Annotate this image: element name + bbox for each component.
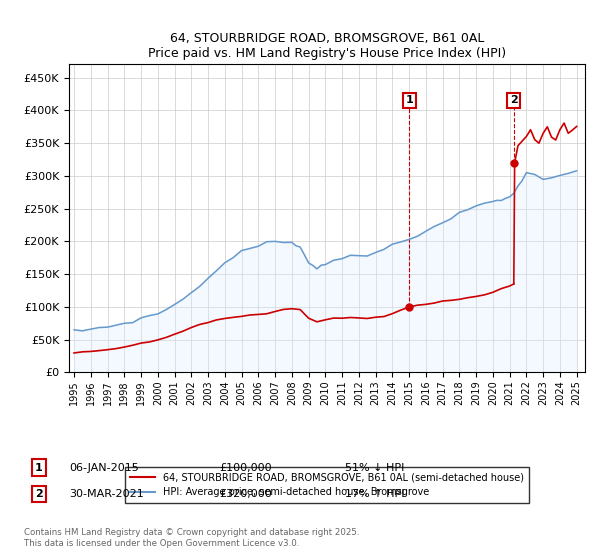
Text: 1: 1 [35,463,43,473]
Text: 17% ↑ HPI: 17% ↑ HPI [345,489,404,499]
Legend: 64, STOURBRIDGE ROAD, BROMSGROVE, B61 0AL (semi-detached house), HPI: Average pr: 64, STOURBRIDGE ROAD, BROMSGROVE, B61 0A… [125,466,529,503]
Text: 2: 2 [35,489,43,499]
Text: £320,000: £320,000 [219,489,272,499]
Text: 51% ↓ HPI: 51% ↓ HPI [345,463,404,473]
Text: Contains HM Land Registry data © Crown copyright and database right 2025.
This d: Contains HM Land Registry data © Crown c… [24,528,359,548]
Title: 64, STOURBRIDGE ROAD, BROMSGROVE, B61 0AL
Price paid vs. HM Land Registry's Hous: 64, STOURBRIDGE ROAD, BROMSGROVE, B61 0A… [148,32,506,60]
Text: £100,000: £100,000 [219,463,272,473]
Text: 06-JAN-2015: 06-JAN-2015 [69,463,139,473]
Text: 30-MAR-2021: 30-MAR-2021 [69,489,144,499]
Text: 1: 1 [406,95,413,105]
Text: 2: 2 [510,95,518,105]
